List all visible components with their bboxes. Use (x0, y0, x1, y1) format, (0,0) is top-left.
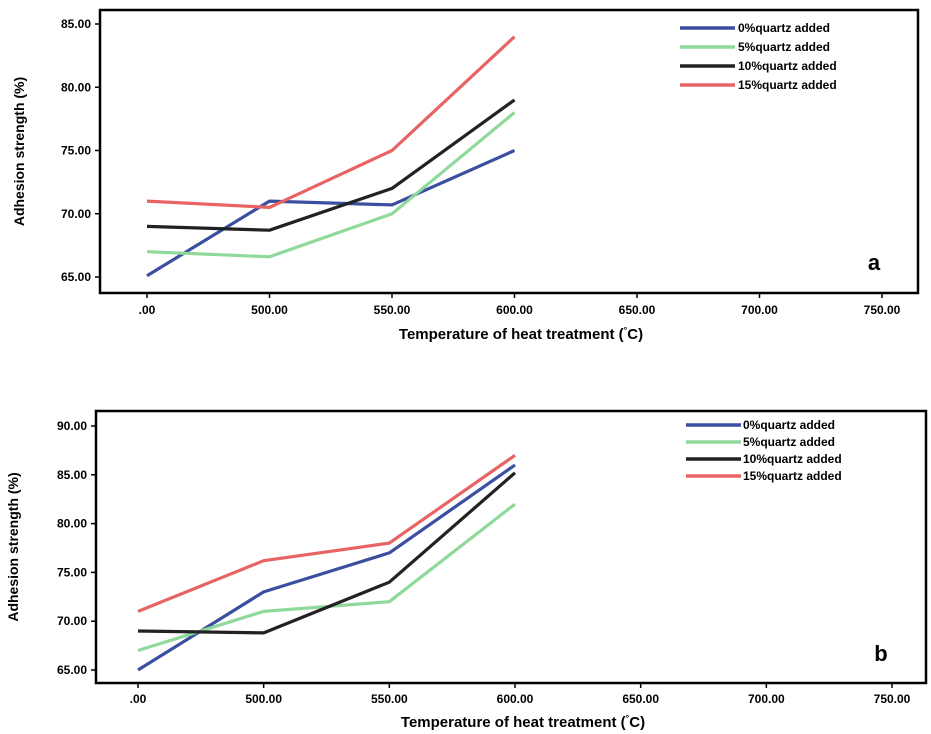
y-tick-label: 70.00 (57, 614, 87, 628)
chart-panel-b: 65.00 70.00 75.00 80.00 85.00 90.00 .00 500.00 5… (5, 409, 928, 731)
x-tick-label: 700.00 (748, 692, 785, 706)
series-line-5-quartz-added (137, 502, 516, 653)
series-line-5-quartz-added (146, 111, 516, 259)
x-tick-label: 700.00 (741, 303, 778, 317)
plot-frame (94, 409, 928, 685)
x-tick-label: 750.00 (864, 303, 901, 317)
x-axis-title: Temperature of heat treatment (°C) (399, 325, 643, 343)
x-tick-label: .00 (130, 692, 147, 706)
y-tick-label: 80.00 (57, 517, 87, 531)
y-axis-title: Adhesion strength (%) (11, 77, 27, 226)
y-tick-label: 70.00 (61, 207, 91, 221)
x-tick-label: 750.00 (874, 692, 911, 706)
x-tick-label: 500.00 (251, 303, 288, 317)
plot-frame (98, 8, 920, 295)
x-axis-title: Temperature of heat treatment (°C) (401, 713, 645, 731)
panel-label: b (874, 641, 887, 666)
x-tick-label: 550.00 (371, 692, 408, 706)
legend-label-5-quartz-added: 5%quartz added (738, 40, 830, 54)
y-tick-label: 65.00 (57, 663, 87, 677)
series-line-0-quartz-added (146, 149, 516, 278)
x-tick-label: 650.00 (622, 692, 659, 706)
x-tick-label: 650.00 (619, 303, 656, 317)
chart-panel-a: 65.00 70.00 75.00 80.00 85.00 .00 500.00 550.00… (11, 8, 920, 343)
y-tick-label: 75.00 (61, 144, 91, 158)
series-line-10-quartz-added (146, 98, 516, 232)
x-tick-label: .00 (139, 303, 156, 317)
y-axis-title: Adhesion strength (%) (5, 472, 21, 621)
y-tick-label: 85.00 (57, 468, 87, 482)
legend-label-0-quartz-added: 0%quartz added (738, 21, 830, 35)
legend-label-10-quartz-added: 10%quartz added (738, 59, 837, 73)
x-tick-label: 500.00 (245, 692, 282, 706)
x-tick-label: 600.00 (497, 692, 534, 706)
y-tick-label: 90.00 (57, 419, 87, 433)
y-tick-label: 80.00 (61, 80, 91, 94)
legend-label-15-quartz-added: 15%quartz added (743, 469, 842, 483)
series-line-15-quartz-added (137, 453, 516, 613)
panel-label: a (868, 250, 881, 275)
series-line-10-quartz-added (137, 471, 517, 635)
legend-label-0-quartz-added: 0%quartz added (743, 418, 835, 432)
y-tick-label: 75.00 (57, 565, 87, 579)
y-tick-label: 85.00 (61, 17, 91, 31)
legend-label-15-quartz-added: 15%quartz added (738, 78, 837, 92)
x-tick-label: 550.00 (374, 303, 411, 317)
legend-label-5-quartz-added: 5%quartz added (743, 435, 835, 449)
x-tick-label: 600.00 (496, 303, 533, 317)
legend-label-10-quartz-added: 10%quartz added (743, 452, 842, 466)
y-tick-label: 65.00 (61, 270, 91, 284)
series-line-15-quartz-added (146, 35, 516, 209)
